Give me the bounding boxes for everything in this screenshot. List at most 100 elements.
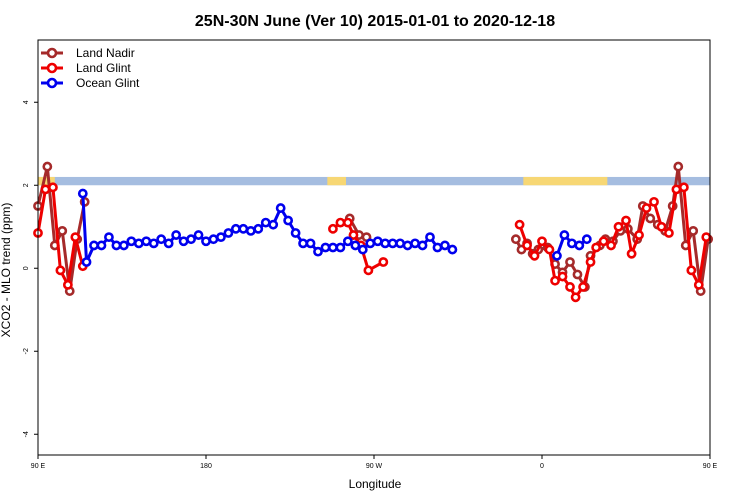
series-1-point-7 <box>328 223 338 234</box>
series-0-point-18 <box>565 257 575 267</box>
series-2-point-48 <box>432 242 443 253</box>
y-tick-label-3: 2 <box>23 183 30 187</box>
series-2-point-28 <box>283 215 294 226</box>
series-1-point-14 <box>514 219 525 230</box>
legend-marker-1 <box>46 62 58 74</box>
y-axis-label: XCO2 - MLO trend (ppm) <box>0 203 13 338</box>
series-2-point-13 <box>171 230 182 240</box>
series-2-point-11 <box>156 234 167 245</box>
series-2-point-44 <box>402 240 413 251</box>
series-1-point-29 <box>621 215 631 226</box>
series-2-point-18 <box>208 234 219 245</box>
series-2-point-22 <box>238 223 249 234</box>
series-1-point-2 <box>48 182 58 193</box>
land-ocean-band <box>38 176 710 186</box>
series-1-point-28 <box>613 221 624 232</box>
x-axis-label: Longitude <box>349 477 402 491</box>
series-1-point-36 <box>671 184 682 195</box>
series-1-point-10 <box>348 230 359 240</box>
series-1-point-18 <box>544 244 555 255</box>
legend-label-0: Land Nadir <box>76 46 135 60</box>
y-tick-label-2: 0 <box>23 266 30 270</box>
legend-label-2: Ocean Glint <box>76 76 140 90</box>
series-1-point-8 <box>335 217 346 228</box>
series-2-point-53 <box>566 238 577 249</box>
series-2-point-21 <box>230 223 241 234</box>
series-1-point-27 <box>606 240 616 251</box>
series-1-point-30 <box>626 248 637 259</box>
series-2-point-51 <box>552 250 562 261</box>
series-0-point-1 <box>42 161 53 172</box>
series-2-point-12 <box>163 238 174 249</box>
series-1-point-13 <box>378 257 389 267</box>
y-tick-label-4: 4 <box>23 100 30 104</box>
series-2-point-32 <box>313 246 323 257</box>
series-2-point-35 <box>335 242 346 253</box>
series-2-point-25 <box>260 217 271 228</box>
series-2 <box>77 188 592 267</box>
series-2-line-0 <box>81 193 454 263</box>
series-1-point-16 <box>529 250 540 261</box>
series-0-point-3 <box>57 225 68 236</box>
x-tick-label-1: 180 <box>200 463 212 470</box>
series-1-point-17 <box>537 236 547 247</box>
series-1-point-40 <box>701 232 712 243</box>
series-0-point-33 <box>673 161 684 172</box>
series-2-point-10 <box>148 238 159 249</box>
legend-label-1: Land Glint <box>76 61 131 75</box>
series-2-point-6 <box>118 240 129 251</box>
series-2-point-27 <box>275 203 286 213</box>
series-1-point-15 <box>522 240 532 251</box>
series-1-point-39 <box>693 279 704 290</box>
series-0-point-10 <box>510 234 521 245</box>
series-1-point-38 <box>686 265 697 276</box>
series-1-point-37 <box>678 182 689 193</box>
series-2-point-4 <box>104 232 114 243</box>
series-1-point-4 <box>62 279 73 290</box>
y-tick-label-0: -4 <box>23 431 30 437</box>
series-1-point-12 <box>363 265 374 276</box>
land-band-span-2 <box>523 176 608 186</box>
series-1-point-5 <box>70 232 81 243</box>
legend-marker-2 <box>46 77 58 89</box>
series-2-point-36 <box>342 236 353 247</box>
series-2-point-20 <box>223 228 234 238</box>
series-1-point-32 <box>641 203 652 213</box>
series-2-point-45 <box>410 238 420 249</box>
series-1-point-31 <box>634 230 644 240</box>
series-2-point-52 <box>559 230 570 240</box>
series-2-point-55 <box>581 234 592 245</box>
series-1-point-1 <box>40 184 51 195</box>
series-1-point-25 <box>591 242 602 253</box>
series-2-point-7 <box>126 236 137 247</box>
series-2-point-23 <box>245 225 256 236</box>
y-tick-label-1: -2 <box>23 348 30 354</box>
y-axis: -4 -2 0 2 4 <box>23 100 38 437</box>
series-2-point-43 <box>395 238 406 249</box>
series-2-point-54 <box>574 240 585 251</box>
chart-title: 25N-30N June (Ver 10) 2015-01-01 to 2020… <box>195 13 555 30</box>
series-2-point-26 <box>268 219 279 230</box>
series-2-point-38 <box>357 244 368 255</box>
series-0-point-19 <box>572 269 583 280</box>
series-2-point-39 <box>365 238 376 249</box>
series-2-point-8 <box>133 238 144 249</box>
x-axis: 90 E 180 90 W 0 90 E <box>31 455 718 470</box>
x-tick-label-3: 0 <box>540 463 544 470</box>
series-2-point-1 <box>81 257 92 267</box>
series-0-point-29 <box>645 213 656 224</box>
series-1-point-22 <box>570 292 581 303</box>
ocean-band <box>38 176 710 186</box>
x-tick-label-4: 90 E <box>703 463 718 470</box>
series-1-point-26 <box>598 236 609 247</box>
series-2-point-50 <box>447 244 458 255</box>
series-2-point-14 <box>178 236 189 247</box>
series-2-point-42 <box>387 238 398 249</box>
series-1-point-33 <box>649 196 659 207</box>
land-band-span-1 <box>327 176 346 186</box>
series-2-point-37 <box>350 240 361 251</box>
series-2-point-34 <box>328 242 338 253</box>
series-1-point-9 <box>342 217 353 228</box>
